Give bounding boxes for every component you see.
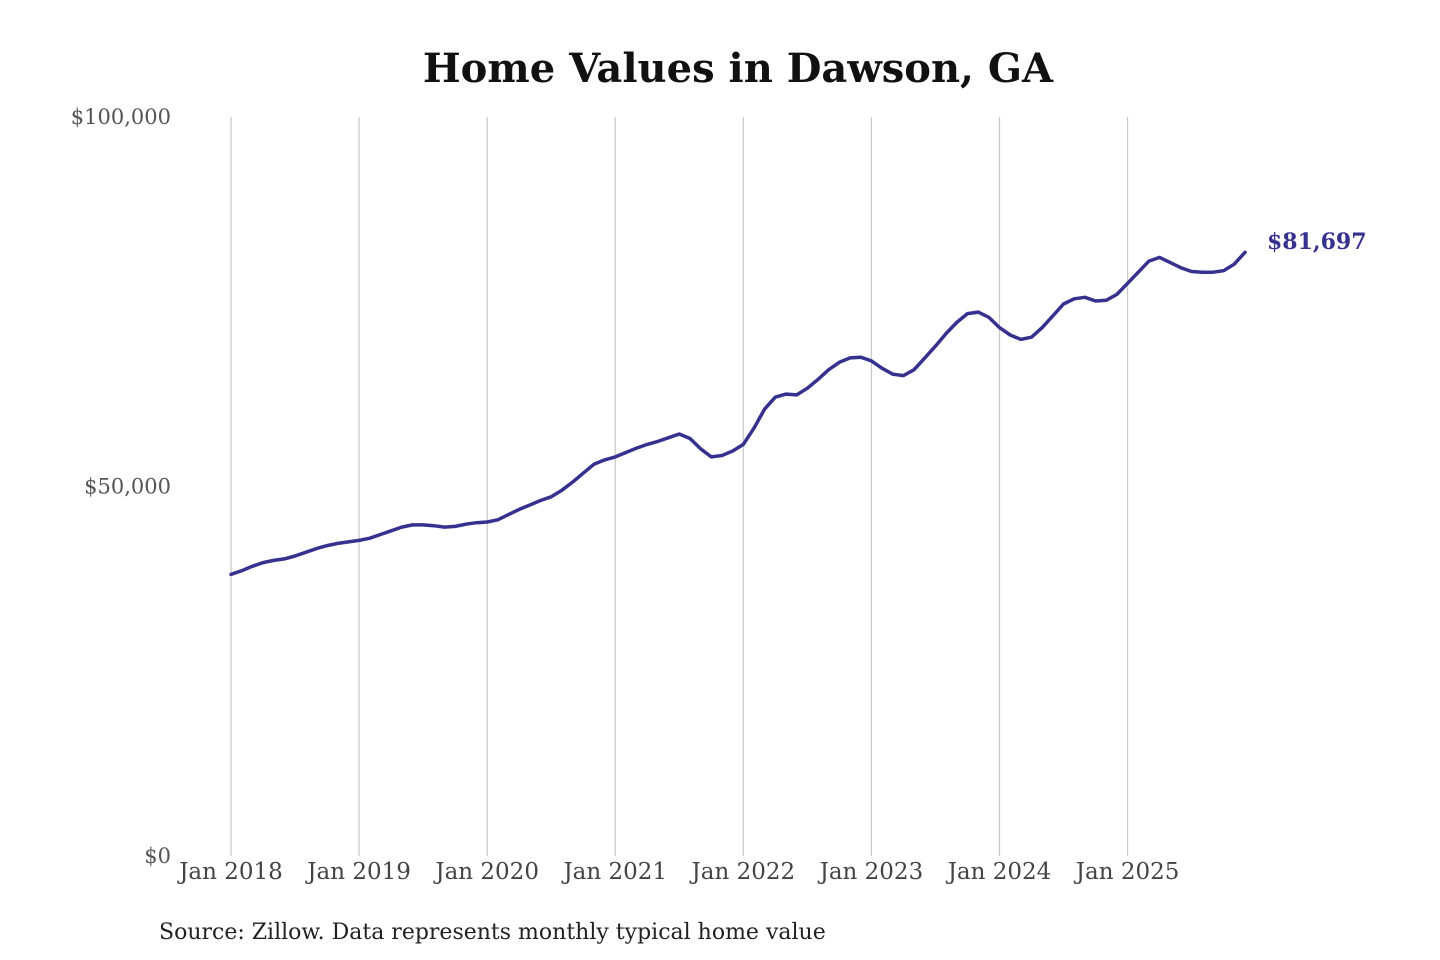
end-value-label: $81,697 [1267, 229, 1367, 255]
home-value-line [229, 250, 1247, 577]
y-tick-label: $50,000 [84, 475, 171, 499]
x-tick-label: Jan 2019 [305, 859, 411, 885]
y-tick-label: $0 [144, 844, 171, 868]
x-tick-label: Jan 2022 [690, 859, 796, 885]
x-tick-label: Jan 2020 [433, 859, 539, 885]
x-tick-label: Jan 2025 [1074, 859, 1180, 885]
y-tick-label: $100,000 [71, 105, 171, 129]
gridlines [230, 117, 1129, 856]
x-tick-label: Jan 2024 [946, 859, 1052, 885]
x-axis-ticks: Jan 2018 Jan 2019 Jan 2020 Jan 2021 Jan 2022… [177, 859, 1179, 885]
chart-title: Home Values in Dawson, GA [423, 45, 1054, 92]
x-tick-label: Jan 2021 [561, 859, 667, 885]
x-tick-label: Jan 2023 [818, 859, 924, 885]
y-axis-ticks: $0 $50,000 $100,000 [71, 105, 171, 868]
source-note: Source: Zillow. Data represents monthly … [159, 920, 826, 945]
x-tick-label: Jan 2018 [177, 859, 283, 885]
